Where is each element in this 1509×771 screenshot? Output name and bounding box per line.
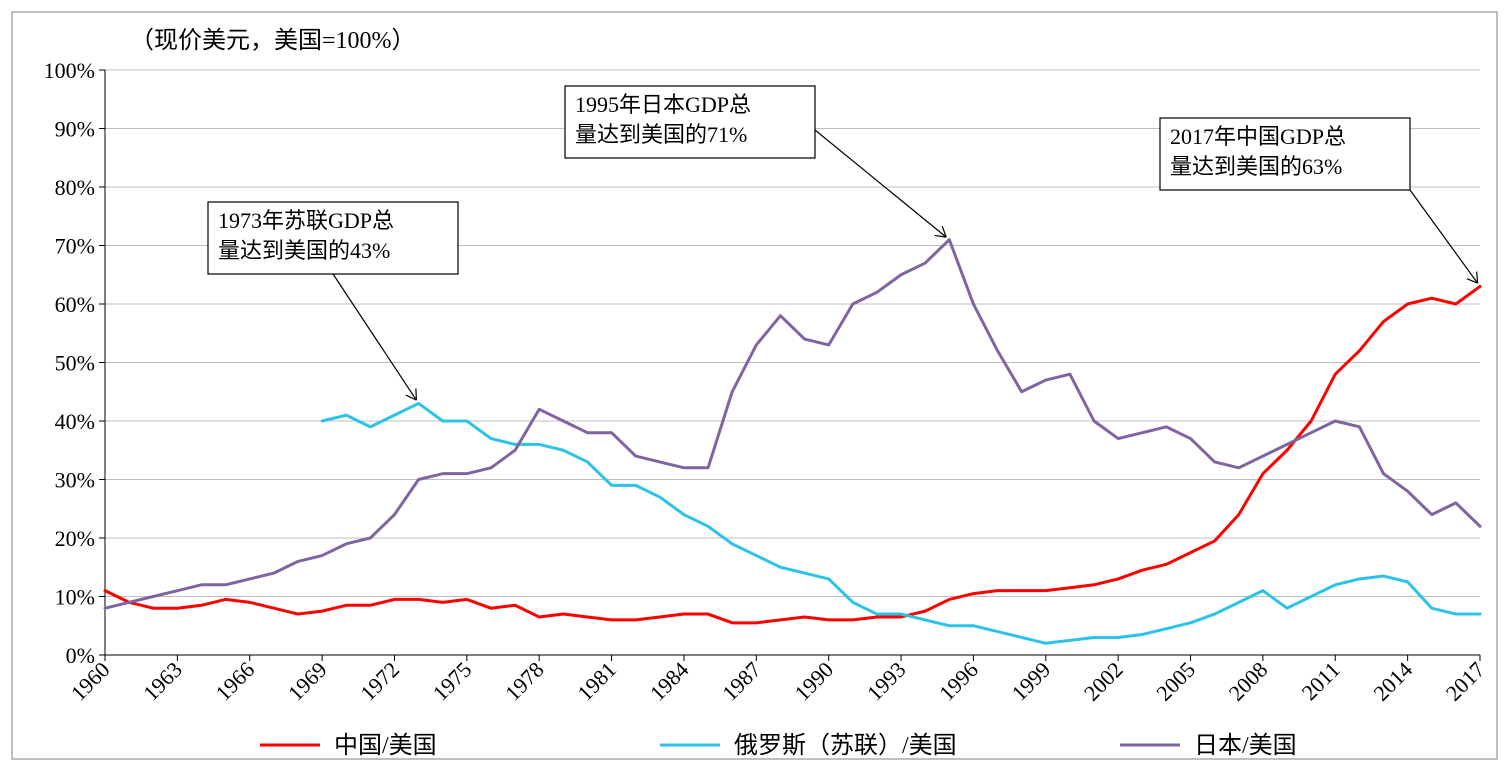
callout-text: 量达到美国的71%: [575, 122, 747, 147]
chart-subtitle: （现价美元，美国=100%）: [130, 27, 416, 54]
callout-text: 2017年中国GDP总: [1170, 124, 1346, 149]
y-tick-label: 40%: [55, 409, 95, 434]
legend-label: 中国/美国: [334, 732, 437, 759]
callout-text: 1973年苏联GDP总: [218, 208, 394, 233]
y-tick-label: 100%: [44, 58, 95, 83]
callout-text: 量达到美国的43%: [218, 238, 390, 263]
y-tick-label: 20%: [55, 526, 95, 551]
y-tick-label: 10%: [55, 585, 95, 610]
legend-label: 日本/美国: [1194, 732, 1297, 759]
legend-label: 俄罗斯（苏联）/美国: [734, 732, 957, 759]
y-tick-label: 70%: [55, 234, 95, 259]
y-tick-label: 30%: [55, 468, 95, 493]
callout-text: 量达到美国的63%: [1170, 154, 1342, 179]
callout-text: 1995年日本GDP总: [575, 92, 751, 117]
y-tick-label: 60%: [55, 292, 95, 317]
y-tick-label: 80%: [55, 175, 95, 200]
y-tick-label: 50%: [55, 351, 95, 376]
y-tick-label: 90%: [55, 117, 95, 142]
gdp-ratio-chart: 0%10%20%30%40%50%60%70%80%90%100%1960196…: [0, 0, 1509, 771]
